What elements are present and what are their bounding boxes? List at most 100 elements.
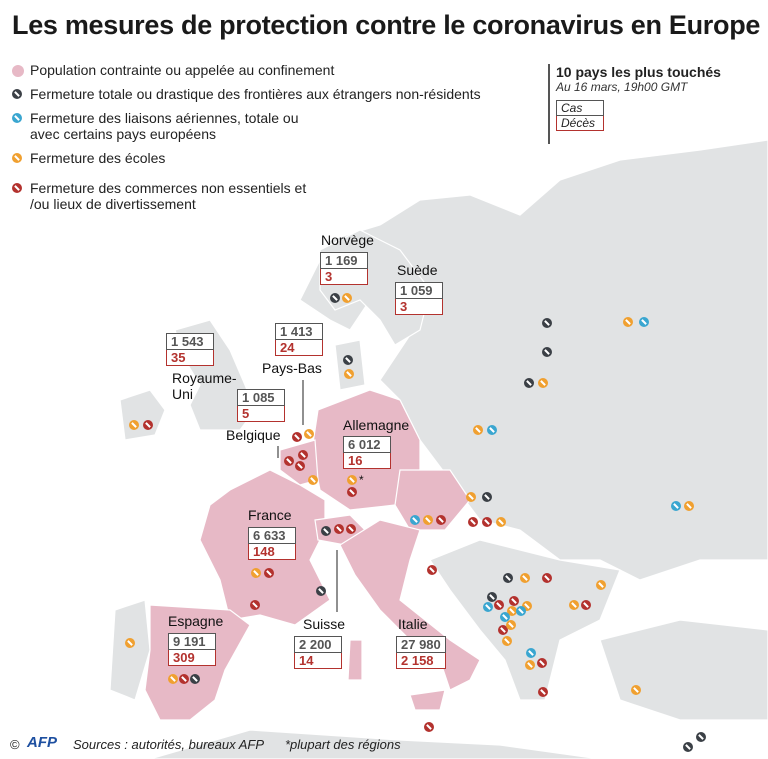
footnote: *plupart des régions (285, 737, 401, 752)
shop-closure-marker (468, 517, 478, 527)
school-closure-marker (684, 501, 694, 511)
shop-closure-marker (482, 517, 492, 527)
border-closure-marker (542, 347, 552, 357)
border-closure-marker (330, 293, 340, 303)
country-box-pays-bas: 1 413 24 (275, 323, 323, 356)
country-name-pays-bas: Pays-Bas (262, 360, 322, 376)
shop-closure-marker (346, 524, 356, 534)
air-closure-marker (483, 602, 493, 612)
shop-closure-marker (498, 625, 508, 635)
land-denmark (334, 339, 366, 391)
school-closure-marker (342, 293, 352, 303)
school-closure-marker (538, 378, 548, 388)
shop-closure-marker (347, 487, 357, 497)
legend: Population contrainte ou appelée au conf… (10, 62, 481, 220)
school-closure-marker (304, 429, 314, 439)
country-box-royaume-uni: 1 543 35 (166, 333, 214, 366)
legend-shops: Fermeture des commerces non essentiels e… (10, 180, 320, 212)
school-closure-marker (623, 317, 633, 327)
school-closure-marker (129, 420, 139, 430)
legend-borders: Fermeture totale ou drastique des fronti… (10, 86, 481, 102)
afp-logo: AFP (27, 734, 57, 751)
border-closure-marker (542, 318, 552, 328)
shop-closure-marker (292, 432, 302, 442)
border-closure-marker (524, 378, 534, 388)
region-sicily (409, 689, 446, 711)
border-closure-marker (503, 573, 513, 583)
country-name-italie: Italie (398, 616, 428, 632)
land-north-africa (149, 729, 601, 759)
sources: Sources : autorités, bureaux AFP (73, 737, 265, 752)
legend-confinement: Population contrainte ou appelée au conf… (10, 62, 481, 78)
shop-closure-marker (494, 600, 504, 610)
school-closure-marker (466, 492, 476, 502)
legend-air: Fermeture des liaisons aériennes, totale… (10, 110, 330, 142)
air-closure-marker (516, 606, 526, 616)
school-closure-marker (522, 601, 532, 611)
shop-closure-marker (264, 568, 274, 578)
school-closure-marker (520, 573, 530, 583)
shop-closure-marker (143, 420, 153, 430)
air-closure-marker (671, 501, 681, 511)
page-title: Les mesures de protection contre le coro… (12, 10, 761, 40)
school-closure-marker (125, 638, 135, 648)
school-closure-marker (423, 515, 433, 525)
land-turkey (599, 619, 768, 721)
dark-pill-icon (12, 89, 22, 99)
air-closure-marker (639, 317, 649, 327)
border-closure-marker (696, 732, 706, 742)
school-closure-marker (347, 475, 357, 485)
country-name-allemagne: Allemagne (343, 417, 410, 433)
country-box-norvege: 1 169 3 (320, 252, 368, 285)
school-closure-marker (596, 580, 606, 590)
border-closure-marker (482, 492, 492, 502)
region-sardinia (347, 639, 363, 681)
legend-schools: Fermeture des écoles (10, 150, 481, 166)
country-box-italie: 27 980 2 158 (396, 636, 446, 669)
land-balkans (429, 539, 621, 701)
shop-closure-marker (250, 600, 260, 610)
shop-closure-marker (284, 456, 294, 466)
school-closure-marker (502, 636, 512, 646)
border-closure-marker (190, 674, 200, 684)
air-closure-marker (410, 515, 420, 525)
shop-closure-marker (581, 600, 591, 610)
shop-closure-marker (424, 722, 434, 732)
school-closure-marker (569, 600, 579, 610)
school-closure-marker (496, 517, 506, 527)
country-name-royaume-uni: Royaume-Uni (172, 370, 237, 402)
border-closure-marker (316, 586, 326, 596)
country-box-belgique: 1 085 5 (237, 389, 285, 422)
school-closure-marker (344, 369, 354, 379)
country-box-espagne: 9 191 309 (168, 633, 216, 666)
shop-closure-marker (298, 450, 308, 460)
border-closure-marker (343, 355, 353, 365)
shop-closure-marker (427, 565, 437, 575)
shop-closure-marker (436, 515, 446, 525)
country-box-allemagne: 6 012 16 (343, 436, 391, 469)
top-ten-key: 10 pays les plus touchés Au 16 mars, 19h… (548, 64, 721, 144)
orange-pill-icon (12, 153, 22, 163)
school-closure-marker (506, 620, 516, 630)
school-closure-marker (631, 685, 641, 695)
pink-dot-icon (12, 65, 24, 77)
air-closure-marker (487, 425, 497, 435)
blue-pill-icon (12, 113, 22, 123)
land-ireland (119, 389, 166, 441)
red-pill-icon (12, 183, 22, 193)
shop-closure-marker (537, 658, 547, 668)
air-closure-marker (500, 612, 510, 622)
shop-closure-marker (538, 687, 548, 697)
shop-closure-marker (509, 596, 519, 606)
shop-closure-marker (334, 524, 344, 534)
star-note-marker: * (359, 473, 364, 487)
school-closure-marker (473, 425, 483, 435)
shop-closure-marker (295, 461, 305, 471)
border-closure-marker (321, 526, 331, 536)
country-name-espagne: Espagne (168, 613, 224, 629)
country-name-france: France (248, 507, 292, 523)
country-box-france: 6 633 148 (248, 527, 296, 560)
copyright: © (10, 737, 20, 752)
air-closure-marker (526, 648, 536, 658)
land-portugal (109, 599, 151, 701)
